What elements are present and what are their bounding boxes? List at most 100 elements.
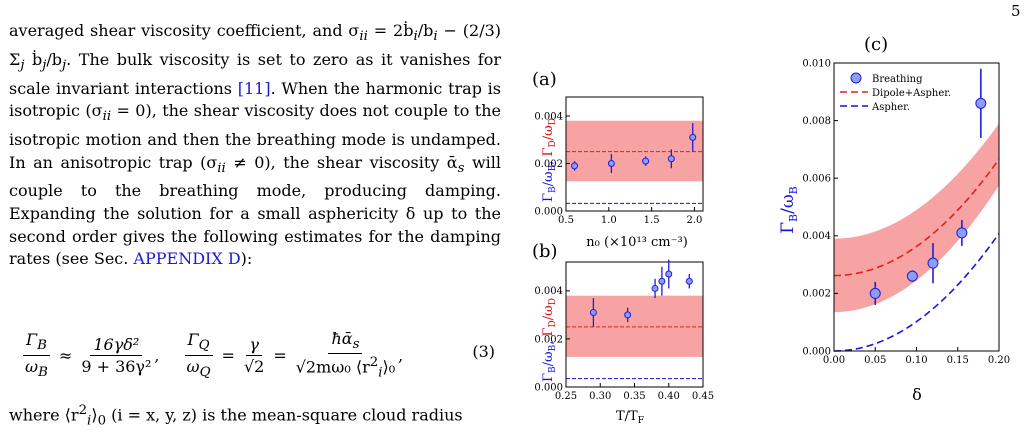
ylabel-part: D xyxy=(548,320,558,327)
ylabel-part: B xyxy=(787,186,800,194)
panel-b-xlabel: T/TF xyxy=(616,409,644,426)
ylabel-part: Γ xyxy=(778,222,798,234)
eq-frac-rhs3: ħᾱs √2mω₀ ⟨r2i⟩₀ xyxy=(295,329,396,381)
legend-marker-breathing xyxy=(850,72,862,84)
data-point xyxy=(906,270,918,282)
data-point xyxy=(624,311,632,319)
ylabel-part: Γ xyxy=(541,373,556,382)
data-point xyxy=(589,308,597,316)
x-tick-label: 0.15 xyxy=(947,355,969,366)
ylabel-part: B xyxy=(548,186,558,193)
x-tick-label: 0.30 xyxy=(589,391,611,402)
x-tick-label: 2.0 xyxy=(686,215,702,226)
ylabel-part: Γ xyxy=(541,147,556,156)
ylabel-part: Γ xyxy=(541,327,556,336)
ylabel-part: /ω xyxy=(541,351,556,366)
panel-b-label: (b) xyxy=(532,241,558,262)
axes-frame xyxy=(565,96,704,212)
equation-3: ΓB ωB ≈ 16γδ² 9 + 36γ² , ΓQ ωQ = γ √2 = … xyxy=(20,320,495,390)
eq-frac-rhs2: γ √2 xyxy=(243,334,265,376)
body-paragraph: averaged shear viscosity coefficient, an… xyxy=(9,21,502,269)
data-point xyxy=(956,227,968,239)
ylabel-part: B xyxy=(787,214,800,222)
y-tick-label: 0.010 xyxy=(802,58,831,69)
ylabel-text: ΓB/ωB, ΓD/ωD xyxy=(541,298,558,382)
appendix-link[interactable]: APPENDIX D xyxy=(133,249,241,269)
uncertainty-band xyxy=(566,295,703,357)
y-tick-label: 0.002 xyxy=(534,334,563,345)
panel-b: (b) ΓB/ωB, ΓD/ωD 0.25 0.30 0.35 0.40 0.450.0… xyxy=(532,241,714,426)
x-tick-label: 0.00 xyxy=(823,355,845,366)
citation-link[interactable]: [11] xyxy=(237,78,271,98)
panel-a-ylabel: ΓB/ωB, ΓD/ωD xyxy=(541,118,558,202)
ylabel-text: ΓB/ωB xyxy=(778,186,800,234)
y-tick-label: 0.006 xyxy=(802,174,831,185)
x-tick-label: 0.25 xyxy=(555,391,577,402)
data-point xyxy=(607,160,615,167)
panel-c-plot: 0.00 0.05 0.10 0.15 0.20 0.000 0.002 0.004 0.006… xyxy=(802,58,1010,366)
y-tick-label: 0.004 xyxy=(534,111,563,122)
eq-frac-rhs1: 16γδ² 9 + 36γ² xyxy=(81,334,152,376)
uncertainty-band xyxy=(834,123,999,313)
ylabel-text: ΓB/ωB, ΓD/ωD xyxy=(541,118,558,202)
eq-frac-gamma-q: ΓQ ωQ xyxy=(184,330,213,380)
data-point xyxy=(689,133,697,141)
data-point xyxy=(927,257,939,269)
panel-c-label: (c) xyxy=(864,34,888,55)
asphericity-curve xyxy=(833,233,1000,352)
x-tick-label: 0.20 xyxy=(988,355,1010,366)
legend-label-aspher: Aspher. xyxy=(871,102,910,113)
ylabel-part: B xyxy=(548,164,558,171)
data-point xyxy=(658,277,666,285)
data-point xyxy=(667,155,675,163)
ylabel-part: /ω xyxy=(541,171,556,186)
x-tick-label: 1.5 xyxy=(644,215,660,226)
panel-c-legend: Breathing Dipole+Aspher. Aspher. xyxy=(840,72,951,113)
ylabel-part: /ω xyxy=(541,125,556,140)
panel-b-plot: 0.25 0.30 0.35 0.40 0.45 0.000 0.002 0.004 xyxy=(534,259,714,402)
y-tick-label: 0.002 xyxy=(534,159,563,170)
ylabel-part: , xyxy=(541,156,556,164)
ylabel-part: D xyxy=(548,298,558,305)
x-tick-label: 0.10 xyxy=(905,355,927,366)
panel-a-label: (a) xyxy=(532,69,557,90)
panel-c: (c) ΓB/ωB 0.00 0.05 0.10 0.15 0.200.0000.002… xyxy=(778,34,1010,404)
uncertainty-band xyxy=(566,120,703,182)
panel-a-plot: 0.5 1.0 1.5 2.0 0.000 0.002 0.004 xyxy=(534,96,704,226)
legend-label-dipole: Dipole+Aspher. xyxy=(872,88,951,99)
y-tick-label: 0.008 xyxy=(802,116,831,127)
panel-c-xlabel: δ xyxy=(912,385,922,404)
after-equation-text: where ⟨r2i⟩0 (i = x, y, z) is the mean-s… xyxy=(9,403,463,429)
y-tick-label: 0.004 xyxy=(534,286,563,297)
data-point xyxy=(571,162,579,170)
body-text-column: averaged shear viscosity coefficient, an… xyxy=(9,20,501,271)
y-tick-label: 0.000 xyxy=(534,206,563,217)
eq-frac-gamma-b: ΓB ωB xyxy=(23,330,50,380)
axes-frame xyxy=(833,62,1000,352)
ylabel-part: B xyxy=(548,344,558,351)
panel-b-ylabel: ΓB/ωB, ΓD/ωD xyxy=(541,298,558,382)
equation-number: (3) xyxy=(472,342,495,361)
x-tick-label: 1.0 xyxy=(601,215,617,226)
x-tick-label: 0.45 xyxy=(692,391,714,402)
panel-a-xlabel: n₀ (×10¹³ cm⁻³) xyxy=(586,235,688,250)
ylabel-part: Γ xyxy=(541,193,556,202)
axes-frame xyxy=(565,261,704,388)
x-tick-label: 0.35 xyxy=(623,391,645,402)
ylabel-part: /ω xyxy=(778,194,798,214)
x-tick-label: 0.40 xyxy=(658,391,680,402)
legend-label-breathing: Breathing xyxy=(872,74,923,85)
data-point xyxy=(685,277,693,285)
x-tick-label: 0.05 xyxy=(864,355,886,366)
page-number: 5 xyxy=(1011,2,1021,20)
panel-c-ylabel: ΓB/ωB xyxy=(778,186,800,234)
x-tick-label: 0.5 xyxy=(558,215,574,226)
data-point xyxy=(642,157,650,165)
ylabel-part: D xyxy=(548,118,558,125)
data-point xyxy=(975,97,987,109)
y-tick-label: 0.002 xyxy=(802,289,831,300)
ylabel-part: D xyxy=(548,140,558,147)
y-tick-label: 0.004 xyxy=(802,231,831,242)
dipole-asphericity-curve xyxy=(833,158,1000,277)
panel-a: (a) ΓB/ωB, ΓD/ωD 0.5 1.0 1.5 2.00.0000.0020… xyxy=(532,69,704,250)
